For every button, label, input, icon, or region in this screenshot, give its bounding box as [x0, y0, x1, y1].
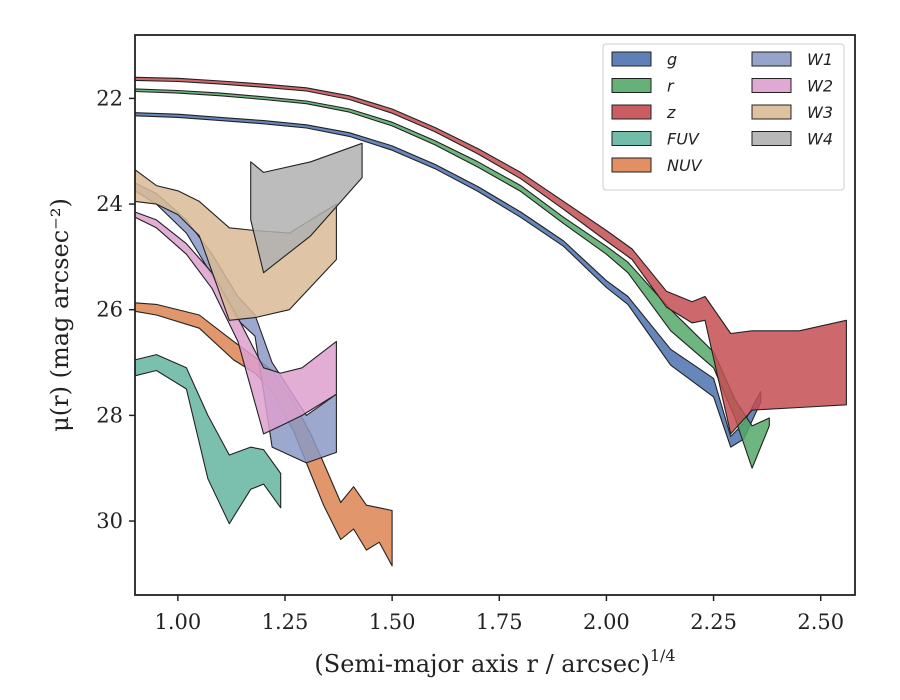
- x-tick-label: 2.00: [583, 610, 630, 634]
- legend-label-w1: W1: [807, 50, 833, 69]
- legend-swatch-z: [611, 104, 652, 120]
- x-axis-title: (Semi-major axis r / arcsec)1/4: [314, 646, 675, 678]
- area-r: [134, 88, 770, 469]
- area-z: [134, 76, 847, 435]
- legend-label-r: r: [667, 77, 675, 96]
- x-tick-label: 1.75: [476, 610, 523, 634]
- x-tick-label: 1.50: [369, 610, 416, 634]
- legend-swatch-w4: [751, 131, 792, 146]
- area-fuv: [134, 354, 282, 525]
- y-tick-label: 30: [96, 509, 123, 533]
- y-tick-label: 28: [96, 403, 123, 427]
- x-tick-label: 2.50: [797, 610, 844, 634]
- x-tick-label: 1.25: [262, 610, 309, 634]
- y-axis-title: μ(r) (mag arcsec⁻²): [46, 198, 74, 432]
- legend-label-w2: W2: [807, 77, 833, 96]
- legend-label-g: g: [667, 50, 677, 69]
- legend-swatch-w3: [751, 104, 792, 120]
- y-tick-label: 24: [96, 192, 123, 216]
- plot-frame: [134, 34, 856, 596]
- legend-swatch-nuv: [611, 157, 652, 173]
- legend-swatch-g: [611, 51, 652, 67]
- x-axis-title-superscript: 1/4: [650, 646, 676, 665]
- legend-label-z: z: [666, 103, 676, 122]
- legend-swatch-w1: [751, 51, 792, 67]
- x-tick-label: 1.00: [154, 610, 201, 634]
- legend-swatch-w2: [751, 78, 792, 93]
- legend-swatch-r: [611, 78, 652, 93]
- legend-label-w4: W4: [807, 130, 833, 149]
- legend-label-fuv: FUV: [667, 130, 700, 149]
- legend-swatch-fuv: [611, 131, 652, 146]
- legend-label-w3: W3: [807, 103, 833, 122]
- series-areas: [134, 76, 847, 567]
- y-tick-label: 22: [96, 86, 123, 110]
- y-axis-ticks: 22 24 26 28 30: [96, 86, 135, 533]
- area-w3: [134, 169, 337, 321]
- area-w4: [250, 142, 363, 274]
- y-tick-label: 26: [96, 298, 123, 322]
- legend: grz FUV NUV W1 W2 W3 W4: [602, 43, 845, 191]
- legend-label-nuv: NUV: [667, 156, 703, 175]
- x-axis-ticks: 1.00 1.25 1.50 1.75 2.00 2.25 2.50: [154, 595, 844, 634]
- x-tick-label: 2.25: [690, 610, 737, 634]
